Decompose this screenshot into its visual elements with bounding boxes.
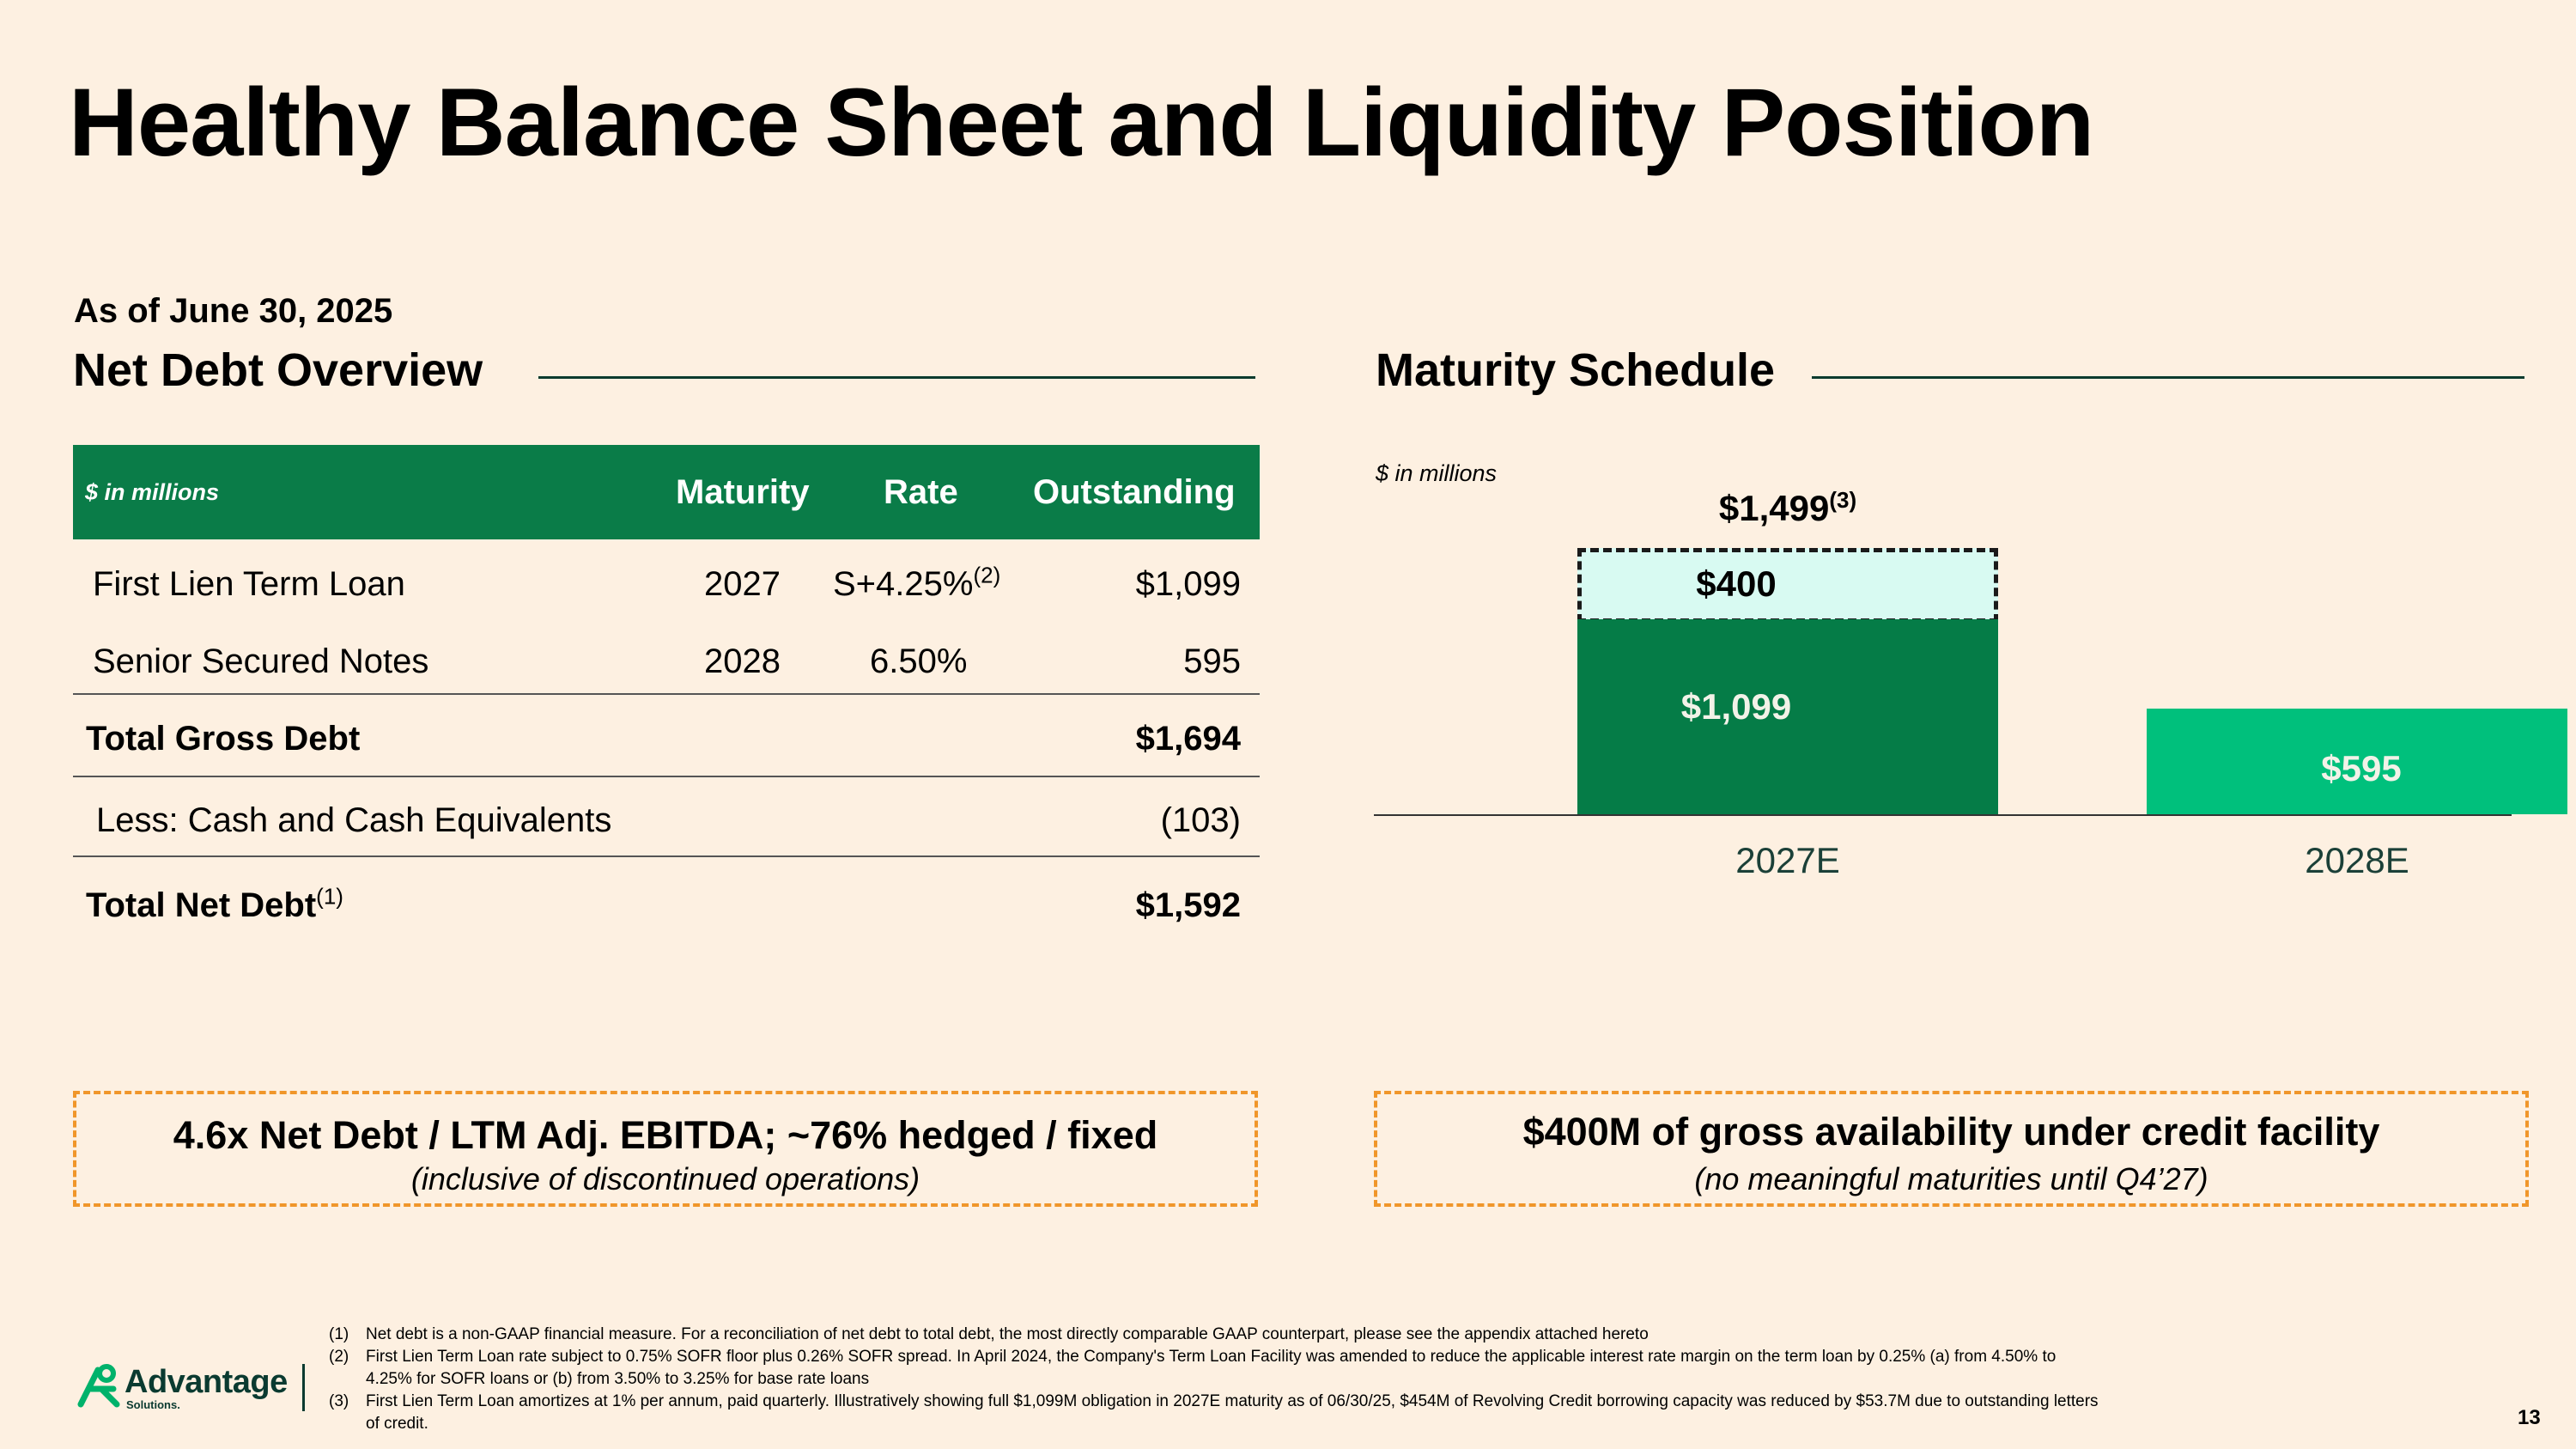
bar-2027-revolver [1577, 548, 1998, 623]
footnote-3-num: (3) [329, 1392, 349, 1410]
net-debt-table-header: $ in millions Maturity Rate Outstanding [73, 445, 1260, 539]
header-rate: Rate [884, 473, 958, 511]
bar-2028-label: $595 [2321, 748, 2402, 789]
total-net-debt-value: $1,592 [1135, 886, 1241, 924]
net-debt-footnote-ref: (1) [316, 883, 343, 910]
row-label-senior-notes: Senior Secured Notes [93, 642, 429, 680]
footnote-2-num: (2) [329, 1348, 349, 1366]
row-maturity-senior-notes: 2028 [704, 642, 781, 680]
liquidity-callout: $400M of gross availability under credit… [1374, 1091, 2529, 1207]
less-cash-label: Less: Cash and Cash Equivalents [96, 801, 612, 839]
header-outstanding: Outstanding [1033, 473, 1236, 511]
footnotes: (1) Net debt is a non-GAAP financial mea… [329, 1324, 2132, 1435]
table-divider [73, 693, 1260, 695]
x-tick-2027: 2027E [1735, 840, 1840, 880]
maturity-units-label: $ in millions [1376, 460, 1498, 486]
row-maturity-first-lien: 2027 [704, 565, 781, 603]
row-outstanding-senior-notes: 595 [1183, 642, 1241, 680]
net-debt-section-title: Net Debt Overview [73, 344, 483, 396]
maturity-section-title: Maturity Schedule [1376, 344, 1776, 396]
less-cash-value: (103) [1160, 801, 1241, 839]
row-rate-first-lien: S+4.25%(2) [833, 562, 1001, 604]
footnote-3-text: First Lien Term Loan amortizes at 1% per… [366, 1392, 2099, 1433]
row-rate-senior-notes: 6.50% [870, 642, 968, 680]
logo-sub: Solutions. [126, 1398, 180, 1411]
rate-footnote-ref: (2) [973, 562, 1001, 588]
row-label-first-lien: First Lien Term Loan [93, 565, 405, 603]
page-title: Healthy Balance Sheet and Liquidity Posi… [69, 69, 2094, 176]
liquidity-callout-main: $400M of gross availability under credit… [1522, 1110, 2380, 1154]
total-gross-debt-value: $1,694 [1135, 720, 1241, 758]
footnote-1-num: (1) [329, 1325, 349, 1343]
bar-2028-notes [2147, 708, 2567, 814]
logo-name: Advantage [125, 1364, 288, 1400]
total-net-debt-text: Total Net Debt [86, 886, 317, 924]
bar-total-label: $1,499(3) [1577, 488, 1998, 529]
bar-2027-term-loan [1577, 618, 1998, 814]
as-of-date: As of June 30, 2025 [74, 292, 393, 330]
maturity-rule [1812, 376, 2524, 379]
row-outstanding-first-lien: $1,099 [1135, 565, 1241, 603]
leverage-callout-main: 4.6x Net Debt / LTM Adj. EBITDA; ~76% he… [173, 1113, 1158, 1157]
header-maturity: Maturity [676, 473, 810, 511]
maturity-chart: $1,499(3) $400 $1,099 $595 2027E 2028E [1374, 481, 2567, 893]
x-tick-2028: 2028E [2305, 840, 2409, 880]
bar-total-value: $1,499 [1718, 488, 1830, 528]
logo-divider [302, 1364, 305, 1411]
leverage-callout-sub: (inclusive of discontinued operations) [410, 1161, 920, 1196]
advantage-logo-icon [76, 1363, 127, 1408]
footnote-1-text: Net debt is a non-GAAP financial measure… [366, 1325, 1649, 1343]
bar-2027-label: $1,099 [1680, 686, 1792, 728]
leverage-callout: 4.6x Net Debt / LTM Adj. EBITDA; ~76% he… [73, 1091, 1258, 1207]
total-gross-debt-label: Total Gross Debt [86, 720, 361, 758]
bar-total-footnote-ref: (3) [1829, 487, 1857, 513]
page-number: 13 [2518, 1406, 2541, 1429]
rate-value: S+4.25% [833, 565, 974, 603]
total-net-debt-label: Total Net Debt(1) [86, 886, 343, 925]
x-axis-line [1374, 814, 2512, 816]
net-debt-rule [538, 376, 1255, 379]
bar-2027-revolver-label: $400 [1696, 563, 1777, 605]
liquidity-callout-sub: (no meaningful maturities until Q4’27) [1694, 1161, 2208, 1196]
footnote-2-text: First Lien Term Loan rate subject to 0.7… [366, 1348, 2057, 1388]
table-divider [73, 855, 1260, 857]
table-divider [73, 776, 1260, 777]
units-label: $ in millions [85, 479, 220, 505]
